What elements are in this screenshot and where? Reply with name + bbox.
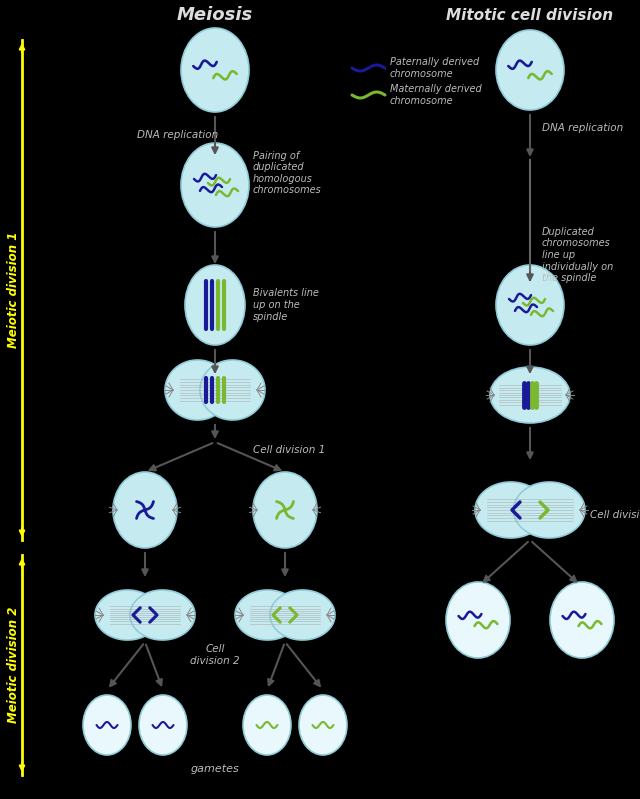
Ellipse shape [496,30,564,110]
Text: Maternally derived
chromosome: Maternally derived chromosome [390,84,482,105]
Ellipse shape [243,695,291,755]
Text: Meiotic division 1: Meiotic division 1 [8,232,20,348]
Ellipse shape [490,367,570,423]
Text: DNA replication: DNA replication [137,130,218,140]
Polygon shape [165,360,230,420]
Ellipse shape [113,472,177,548]
Ellipse shape [185,265,245,345]
Polygon shape [200,360,265,420]
Text: Bivalents line
up on the
spindle: Bivalents line up on the spindle [253,288,319,322]
Text: Cell division: Cell division [590,510,640,520]
Ellipse shape [446,582,510,658]
Text: Pairing of
duplicated
homologous
chromosomes: Pairing of duplicated homologous chromos… [253,150,322,196]
Ellipse shape [181,143,249,227]
Text: Cell division 1: Cell division 1 [253,445,325,455]
Polygon shape [270,590,335,640]
Ellipse shape [83,695,131,755]
Polygon shape [475,482,547,538]
Ellipse shape [496,265,564,345]
Polygon shape [130,590,195,640]
Ellipse shape [181,28,249,112]
Polygon shape [513,482,585,538]
Polygon shape [95,590,160,640]
Text: DNA replication: DNA replication [542,123,623,133]
Ellipse shape [299,695,347,755]
Text: Meiosis: Meiosis [177,6,253,24]
Ellipse shape [139,695,187,755]
Text: Meiotic division 2: Meiotic division 2 [8,606,20,723]
Text: Mitotic cell division: Mitotic cell division [447,7,614,22]
Ellipse shape [550,582,614,658]
Text: Paternally derived
chromosome: Paternally derived chromosome [390,58,479,79]
Text: Duplicated
chromosomes
line up
individually on
the spindle: Duplicated chromosomes line up individua… [542,227,613,283]
Polygon shape [235,590,300,640]
Text: Cell
division 2: Cell division 2 [190,644,240,666]
Ellipse shape [253,472,317,548]
Text: gametes: gametes [191,764,239,774]
